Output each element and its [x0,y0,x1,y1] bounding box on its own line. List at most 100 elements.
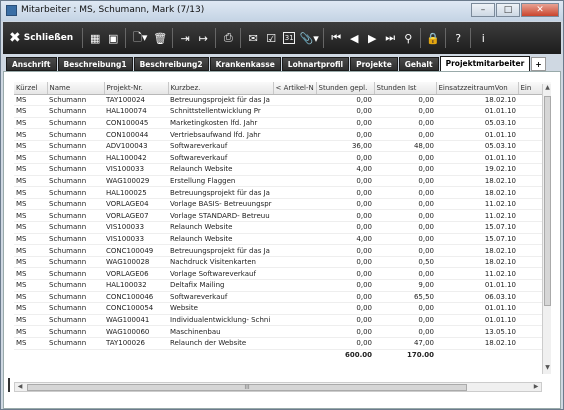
close-button[interactable]: ✖ Schließen [3,25,79,51]
last-record-icon[interactable]: ⏭ [385,31,396,44]
horizontal-scroll-thumb[interactable]: III [27,384,467,391]
table-cell [273,163,316,176]
export-icon[interactable]: ↦ [198,31,208,45]
table-row[interactable]: MS Schumann TAY100024 Betreuungsprojekt für… [14,94,551,107]
maximize-button[interactable]: □ [496,3,520,17]
scroll-left-icon[interactable]: ◀ [17,383,23,390]
tab-projekte[interactable]: Projekte [350,57,398,71]
table-row[interactable]: MS Schumann WAG100028 Nachdruck Visitenkart… [14,256,551,269]
table-cell [273,279,316,292]
table-row[interactable]: MS Schumann VORLAGE07 Vorlage STANDARD- Bet… [14,209,551,223]
scroll-right-icon[interactable]: ▶ [533,383,539,390]
table-cell: 0,00 [374,209,436,223]
table-cell: 05.03.10 [436,117,518,130]
window-title: Mitarbeiter : MS, Schumann, Mark (7/13) [21,5,205,15]
tab-lohnartprofil[interactable]: Lohnartprofil [281,57,350,71]
table-cell: HAL100042 [104,151,168,165]
table-cell [273,94,316,107]
new-document-icon[interactable]: 🗋▾ [133,30,148,44]
calendar-icon[interactable]: 31 [283,32,296,44]
table-cell: 0,00 [374,325,436,338]
import-icon[interactable]: ⇥ [180,31,190,45]
mail-icon[interactable]: ✉ [248,31,258,45]
scroll-up-icon[interactable]: ▲ [545,84,550,91]
tab-anschrift[interactable]: Anschrift [6,57,57,71]
grid-icon[interactable]: ▦ [90,31,101,45]
table-row[interactable]: MS Schumann HAL100032 Deltafix Mailing 0,00 9… [14,279,551,292]
table-row[interactable]: MS Schumann VIS100033 Relaunch Website 0,00 0… [14,221,551,234]
tab-krankenkasse[interactable]: Krankenkasse [209,57,281,71]
table-row[interactable]: MS Schumann VORLAGE06 Vorlage Softwareverka… [14,267,551,280]
table-cell: WAG100029 [104,175,168,188]
table-cell: Maschinenbau [168,325,273,338]
previous-record-icon[interactable]: ◀ [349,31,359,45]
delete-icon[interactable]: 🗑 [153,31,168,45]
tab-bar: Anschrift Beschreibung1 Beschreibung2 Krank… [3,56,561,71]
table-row[interactable]: MS Schumann VIS100033 Relaunch Website 4,00 0… [14,163,551,176]
table-row[interactable]: MS Schumann CON100044 Vertriebsaufwand lfd.… [14,128,551,141]
table-row[interactable]: MS Schumann CONC100046 Softwareverkauf 0,00 6… [14,291,551,304]
table-cell: MS [14,267,47,280]
window-close-button[interactable]: ✕ [521,3,559,17]
minimize-button[interactable]: – [471,3,495,17]
add-tab-button[interactable]: + [531,57,546,71]
vertical-scrollbar[interactable]: ▲ ▼ [542,84,551,374]
print-icon[interactable]: ⎙ [223,31,233,44]
search-icon[interactable]: ⚲ [404,31,413,45]
table-cell: MS [14,302,47,315]
table-row[interactable]: MS Schumann CONC100049 Betreuungsprojekt fü… [14,244,551,257]
tab-beschreibung2[interactable]: Beschreibung2 [133,57,209,71]
info-icon[interactable]: i [481,31,485,45]
table-cell: Schumann [47,128,104,141]
column-header[interactable]: Stunden gepl. [316,82,375,95]
table-cell: Vorlage Softwareverkauf [168,267,273,280]
save-icon[interactable]: ▣ [108,31,119,45]
close-button-label: Schließen [23,33,74,43]
tab-projektmitarbeiter[interactable]: Projektmitarbeiter [439,56,531,71]
table-cell: Schumann [47,291,104,304]
scroll-down-icon[interactable]: ▼ [545,364,550,371]
vertical-scroll-thumb[interactable] [544,96,551,306]
column-header[interactable]: Kürzel [14,82,48,95]
checkbox-icon[interactable]: ☑ [266,31,277,45]
help-icon[interactable]: ? [455,31,462,45]
table-row[interactable]: MS Schumann WAG100041 Individualentwicklung… [14,314,551,327]
horizontal-scrollbar[interactable]: ◀ III ▶ [14,382,542,392]
table-cell: MS [14,94,47,107]
table-row[interactable]: MS Schumann HAL100025 Betreuungsprojekt für… [14,186,551,199]
tab-beschreibung1[interactable]: Beschreibung1 [57,57,133,71]
table-row[interactable]: MS Schumann TAY100026 Relaunch der Website 0… [14,337,551,350]
column-header[interactable]: Kurzbez. [168,82,274,95]
attachment-icon[interactable]: 📎▾ [299,31,319,45]
first-record-icon[interactable]: ⏮ [331,31,342,44]
table-row[interactable]: MS Schumann CONC100054 Website 0,00 0,00 01.01… [14,302,551,315]
table-row[interactable]: MS Schumann VORLAGE04 Vorlage BASIS- Betreu… [14,198,551,211]
table-cell: 0,00 [374,233,436,246]
table-row[interactable]: MS Schumann ADV100043 Softwareverkauf 36,00 4… [14,140,551,153]
column-header[interactable]: Name [47,82,105,95]
table-cell: MS [14,337,47,350]
table-cell [273,291,316,304]
next-record-icon[interactable]: ▶ [367,31,377,45]
table-cell: 0,00 [316,267,374,280]
table-cell: MS [14,163,47,176]
lock-icon[interactable]: 🔒 [426,31,441,45]
table-cell [273,105,316,118]
table-cell: Individualentwicklung- Schni [168,314,273,327]
table-cell: Schumann [47,256,104,269]
column-header[interactable]: EinsatzzeitraumVon [436,82,519,95]
tab-gehalt[interactable]: Gehalt [398,57,439,71]
table-cell: 0,00 [316,209,374,223]
table-row[interactable]: MS Schumann WAG100060 Maschinenbau 0,00 0,00 1… [14,325,551,338]
table-cell: 0,00 [374,198,436,211]
table-cell: Marketingkosten lfd. Jahr [168,117,273,130]
table-row[interactable]: MS Schumann CON100045 Marketingkosten lfd. … [14,117,551,130]
table-row[interactable]: MS Schumann HAL100074 Schnittstellentwicklu… [14,105,551,118]
column-header[interactable]: Projekt-Nr. [104,82,169,95]
column-header[interactable]: < Artikel-N [273,82,317,95]
column-header[interactable]: Stunden Ist [374,82,437,95]
table-row[interactable]: MS Schumann WAG100029 Erstellung Flaggen 0,0… [14,175,551,188]
totals-row: 600.00 170.00 [14,348,551,362]
table-row[interactable]: MS Schumann HAL100042 Softwareverkauf 0,00 0,… [14,151,551,165]
table-row[interactable]: MS Schumann VIS100033 Relaunch Website 4,00 0… [14,233,551,246]
